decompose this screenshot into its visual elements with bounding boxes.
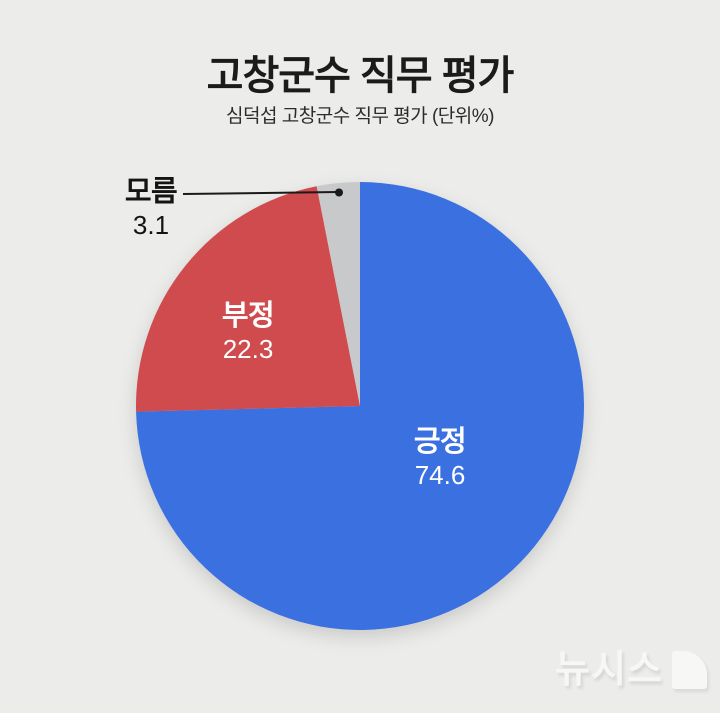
pie-slice-dont-know — [316, 182, 360, 406]
pie-slices — [135, 182, 584, 630]
chart-subtitle: 심덕섭 고창군수 직무 평가 (단위%) — [226, 106, 494, 127]
chart-title: 고창군수 직무 평가 — [206, 54, 515, 98]
newsis-watermark: 뉴시스 — [555, 651, 707, 689]
newsis-logo-mark-icon — [672, 651, 707, 689]
pie-slice-negative — [135, 186, 360, 412]
newsis-logo-text: 뉴시스 — [555, 649, 663, 691]
pie-slice-positive — [136, 182, 584, 630]
leader-line-dont-know — [182, 188, 343, 197]
